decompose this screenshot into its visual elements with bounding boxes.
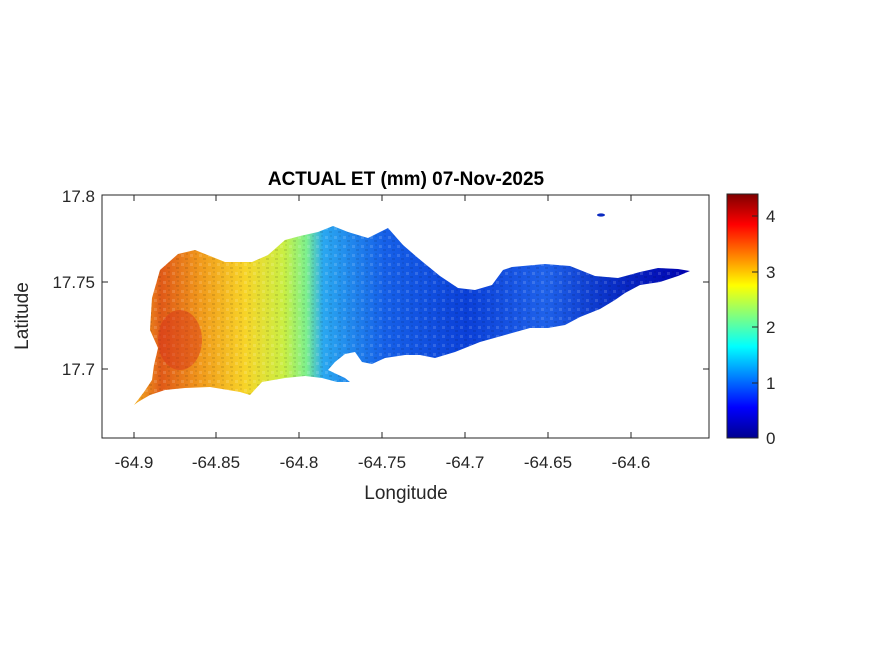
map-axes: -64.9 -64.85 -64.8 -64.75 -64.7 -64.65 -…	[12, 187, 710, 504]
x-tick-label: -64.85	[192, 453, 240, 472]
x-tick-label: -64.8	[280, 453, 319, 472]
x-tick-label: -64.9	[115, 453, 154, 472]
y-tick-label: 17.7	[62, 360, 95, 379]
x-tick-labels: -64.9 -64.85 -64.8 -64.75 -64.7 -64.65 -…	[115, 453, 651, 472]
x-axis: -64.9 -64.85 -64.8 -64.75 -64.7 -64.65 -…	[115, 195, 651, 504]
y-tick-labels: 17.7 17.75 17.8	[52, 187, 95, 379]
colorbar-tick-label: 3	[766, 263, 775, 282]
island-texture	[134, 226, 690, 405]
x-tick-label: -64.65	[524, 453, 572, 472]
x-tick-label: -64.75	[358, 453, 406, 472]
colorbar-tick-label: 0	[766, 429, 775, 448]
y-axis-label: Latitude	[12, 282, 33, 350]
y-tick-label: 17.8	[62, 187, 95, 206]
colorbar-tick-labels: 0 1 2 3 4	[766, 207, 775, 448]
x-tick-label: -64.6	[612, 453, 651, 472]
colorbar-tick-label: 2	[766, 318, 775, 337]
y-ticks	[102, 194, 709, 370]
colorbar-tick-label: 4	[766, 207, 775, 226]
colorbar-ticks	[752, 215, 758, 439]
colorbar-tick-label: 1	[766, 374, 775, 393]
northeast-islet	[597, 213, 605, 217]
y-tick-label: 17.75	[52, 273, 95, 292]
west-hotspot	[158, 310, 202, 370]
x-ticks	[133, 195, 632, 438]
colorbar: 0 1 2 3 4	[726, 193, 775, 448]
island-raster	[134, 213, 690, 405]
x-tick-label: -64.7	[446, 453, 485, 472]
map-title: ACTUAL ET (mm) 07-Nov-2025	[268, 169, 545, 190]
colorbar-gradient	[726, 193, 759, 439]
x-axis-label: Longitude	[364, 483, 447, 504]
y-axis: 17.7 17.75 17.8 Latitude	[12, 187, 709, 379]
